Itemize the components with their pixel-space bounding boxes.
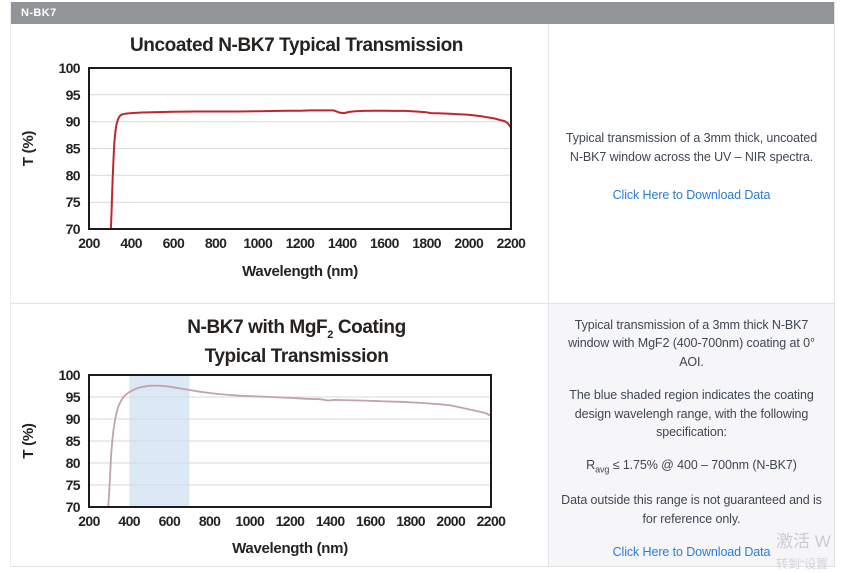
svg-text:800: 800 xyxy=(199,513,221,529)
svg-text:1600: 1600 xyxy=(370,235,400,251)
chart2-title: N-BK7 with MgF2 Coating Typical Transmis… xyxy=(45,317,548,367)
coated-description-panel: Typical transmission of a 3mm thick N-BK… xyxy=(549,304,834,566)
reference-only-note: Data outside this range is not guarantee… xyxy=(561,493,822,526)
svg-text:80: 80 xyxy=(66,455,81,471)
svg-text:1000: 1000 xyxy=(235,513,265,529)
content-panel: N-BK7 Uncoated N-BK7 Typical Transmissio… xyxy=(10,2,835,567)
svg-text:1400: 1400 xyxy=(316,513,346,529)
svg-text:T (%): T (%) xyxy=(20,131,37,166)
svg-text:80: 80 xyxy=(66,167,81,183)
svg-text:200: 200 xyxy=(78,235,100,251)
svg-text:1200: 1200 xyxy=(286,235,316,251)
svg-text:600: 600 xyxy=(163,235,185,251)
svg-text:400: 400 xyxy=(118,513,140,529)
svg-text:Wavelength (nm): Wavelength (nm) xyxy=(242,263,358,280)
svg-text:800: 800 xyxy=(205,235,227,251)
coated-section: N-BK7 with MgF2 Coating Typical Transmis… xyxy=(11,304,834,567)
reflectance-spec: Ravg ≤ 1.75% @ 400 – 700nm (N-BK7) xyxy=(586,458,797,475)
svg-text:100: 100 xyxy=(58,60,80,76)
tab-nbk7[interactable]: N-BK7 xyxy=(21,7,57,19)
svg-text:200: 200 xyxy=(78,513,100,529)
design-band-note: The blue shaded region indicates the coa… xyxy=(569,387,814,440)
svg-text:2200: 2200 xyxy=(497,235,527,251)
svg-text:1800: 1800 xyxy=(412,235,442,251)
svg-text:100: 100 xyxy=(58,367,80,383)
svg-text:Wavelength (nm): Wavelength (nm) xyxy=(232,540,348,557)
svg-text:90: 90 xyxy=(66,411,81,427)
svg-text:85: 85 xyxy=(66,141,81,157)
svg-text:600: 600 xyxy=(159,513,181,529)
chart2-title-line2: Typical Transmission xyxy=(204,345,389,367)
product-tab-bar: N-BK7 xyxy=(11,2,834,24)
svg-text:75: 75 xyxy=(66,194,81,210)
svg-text:1600: 1600 xyxy=(356,513,386,529)
svg-text:2200: 2200 xyxy=(477,513,507,529)
uncoated-transmission-chart: 70 75 80 85 90 95 100 200 400 600 800 1000 1200 1400 1… xyxy=(20,60,527,280)
svg-text:2000: 2000 xyxy=(454,235,484,251)
svg-text:1800: 1800 xyxy=(396,513,426,529)
svg-text:90: 90 xyxy=(66,114,81,130)
svg-text:95: 95 xyxy=(66,87,81,103)
chart1-title: Uncoated N-BK7 Typical Transmission xyxy=(129,35,463,56)
svg-text:75: 75 xyxy=(66,477,81,493)
coated-chart-cell: N-BK7 with MgF2 Coating Typical Transmis… xyxy=(11,304,549,566)
svg-text:T (%): T (%) xyxy=(20,423,37,458)
mgf2-coated-transmission-chart: 70 75 80 85 90 95 100 200 400 600 800 1000 1200 1400 1… xyxy=(20,367,507,557)
svg-text:1000: 1000 xyxy=(243,235,273,251)
chart2-title-line1: N-BK7 with MgF2 Coating xyxy=(187,317,406,341)
chart1-description: Typical transmission of a 3mm thick, unc… xyxy=(565,131,818,165)
uncoated-chart-cell: Uncoated N-BK7 Typical Transmission 70 75… xyxy=(11,24,549,303)
uncoated-section: Uncoated N-BK7 Typical Transmission 70 75… xyxy=(11,24,834,304)
svg-text:2000: 2000 xyxy=(436,513,466,529)
svg-text:1400: 1400 xyxy=(328,235,358,251)
chart2-description: Typical transmission of a 3mm thick N-BK… xyxy=(568,317,815,370)
uncoated-description-panel: Typical transmission of a 3mm thick, unc… xyxy=(549,24,834,303)
svg-text:95: 95 xyxy=(66,389,81,405)
download-data-link-2[interactable]: Click Here to Download Data xyxy=(612,544,771,559)
svg-text:85: 85 xyxy=(66,433,81,449)
download-data-link-1[interactable]: Click Here to Download Data xyxy=(612,187,771,202)
svg-text:70: 70 xyxy=(66,221,81,237)
svg-text:1200: 1200 xyxy=(276,513,306,529)
svg-text:70: 70 xyxy=(66,499,81,515)
svg-text:400: 400 xyxy=(120,235,142,251)
